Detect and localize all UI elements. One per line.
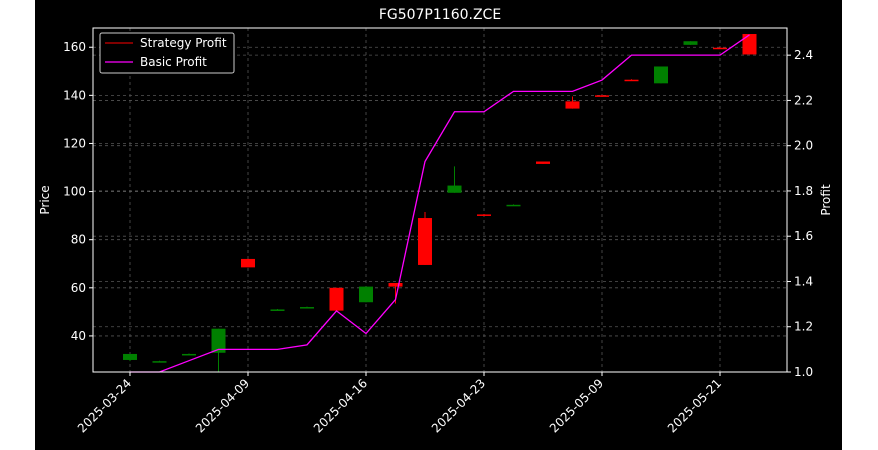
- y-tick-label-right: 1.4: [794, 274, 813, 288]
- y-tick-label-right: 1.0: [794, 365, 813, 379]
- y-tick-label-left: 120: [63, 136, 86, 150]
- y-tick-label-right: 1.6: [794, 229, 813, 243]
- candle-body: [300, 307, 314, 309]
- grid: [93, 28, 787, 373]
- candle-body: [182, 353, 196, 356]
- y-axis-label-right: Profit: [819, 184, 833, 216]
- y-tick-label-left: 160: [63, 40, 86, 54]
- candle-body: [536, 161, 550, 164]
- x-tick-label: 2025-04-09: [193, 376, 252, 435]
- left-y-axis: 40 60 80 100 120 140 160: [63, 40, 93, 343]
- plot-frame: [92, 27, 788, 373]
- y-tick-label-left: 40: [71, 329, 86, 343]
- candle-body: [624, 79, 639, 82]
- candle-body: [447, 185, 462, 193]
- y-tick-label-right: 2.0: [794, 139, 813, 153]
- profit-lines: [130, 34, 750, 373]
- y-axis-label-left: Price: [38, 185, 52, 214]
- candle-body: [565, 101, 580, 109]
- candle-body: [152, 361, 167, 363]
- candle-body: [270, 309, 285, 311]
- candle-body: [418, 218, 432, 265]
- legend-label-basic-profit: Basic Profit: [140, 55, 207, 69]
- legend-box: [99, 32, 235, 74]
- right-y-axis: 1.0 1.2 1.4 1.6 1.8 2.0 2.2 2.4: [787, 48, 813, 379]
- y-tick-label-left: 100: [63, 185, 86, 199]
- candlestick-chart: 40 60 80 100 120 140 160 1.0 1.2 1.4 1.6 1.8 2.0 2.2…: [38, 7, 833, 435]
- y-tick-label-right: 1.8: [794, 184, 813, 198]
- candle-body: [359, 286, 373, 303]
- x-tick-label: 2025-05-09: [547, 376, 606, 435]
- y-tick-label-right: 1.2: [794, 320, 813, 334]
- y-tick-label-right: 2.2: [794, 93, 813, 107]
- y-tick-label-left: 140: [63, 88, 86, 102]
- y-tick-label-left: 80: [71, 233, 86, 247]
- candle-body: [595, 95, 609, 97]
- x-tick-label: 2025-03-24: [75, 376, 134, 435]
- candle-body: [123, 353, 137, 360]
- x-tick-label: 2025-04-16: [311, 376, 370, 435]
- x-tick-label: 2025-04-23: [429, 376, 488, 435]
- candles: [123, 34, 757, 372]
- basic-profit-line: [130, 34, 750, 373]
- candle-body: [742, 34, 757, 55]
- x-axis: 2025-03-24 2025-04-09 2025-04-16 2025-04-23…: [75, 372, 724, 435]
- candle-body: [241, 258, 255, 268]
- legend-label-strategy-profit: Strategy Profit: [140, 36, 227, 50]
- legend: Strategy Profit Basic Profit: [99, 32, 235, 74]
- candle-body: [683, 41, 698, 45]
- candle-body: [477, 214, 491, 216]
- y-tick-label-left: 60: [71, 281, 86, 295]
- chart-figure: 40 60 80 100 120 140 160 1.0 1.2 1.4 1.6 1.8 2.0 2.2…: [35, 0, 842, 450]
- chart-title: FG507P1160.ZCE: [379, 7, 501, 23]
- candle-body: [713, 47, 727, 50]
- candle-body: [654, 66, 668, 84]
- candle-body: [506, 204, 521, 207]
- candle-body: [329, 287, 344, 311]
- candle-body: [211, 328, 226, 353]
- x-tick-label: 2025-05-21: [665, 376, 724, 435]
- y-tick-label-right: 2.4: [794, 48, 813, 62]
- candle-body: [388, 282, 403, 287]
